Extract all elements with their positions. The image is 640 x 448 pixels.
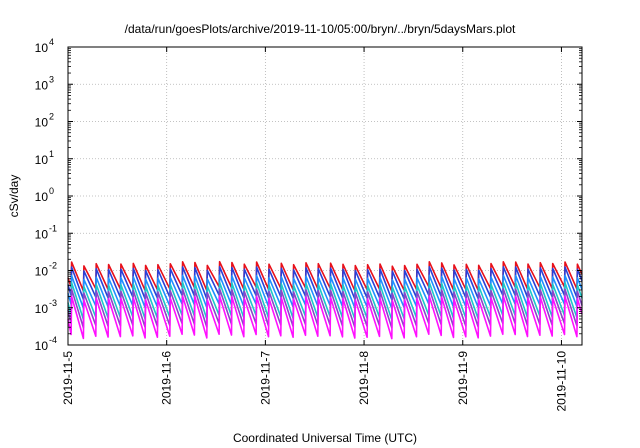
y-tick-label: 10 bbox=[35, 339, 49, 353]
y-tick-exponent: 3 bbox=[49, 74, 54, 84]
y-tick-label: 10 bbox=[35, 78, 49, 92]
y-tick-exponent: -2 bbox=[49, 261, 57, 271]
series-line-2 bbox=[67, 265, 583, 301]
series-line-5 bbox=[67, 288, 583, 329]
y-tick-exponent: 2 bbox=[49, 112, 54, 122]
x-axis-label: Coordinated Universal Time (UTC) bbox=[232, 431, 418, 445]
x-tick-label: 2019-11-9 bbox=[456, 351, 470, 405]
y-tick-exponent: -4 bbox=[49, 335, 57, 345]
x-tick-label: 2019-11-7 bbox=[258, 351, 272, 405]
y-tick-label: 10 bbox=[35, 41, 49, 55]
x-tick-label: 2019-11-10 bbox=[554, 351, 568, 412]
series-line-6 bbox=[67, 295, 583, 340]
y-tick-label: 10 bbox=[35, 302, 49, 316]
series-line-1 bbox=[67, 260, 583, 293]
y-tick-exponent: 1 bbox=[49, 149, 54, 159]
y-tick-exponent: 0 bbox=[49, 186, 54, 196]
y-tick-label: 10 bbox=[35, 190, 49, 204]
x-tick-label: 2019-11-6 bbox=[160, 351, 174, 405]
y-tick-exponent: -3 bbox=[49, 298, 57, 308]
y-tick-label: 10 bbox=[35, 227, 49, 241]
y-tick-label: 10 bbox=[35, 265, 49, 279]
y-axis-label: cSv/day bbox=[7, 174, 21, 218]
series-group bbox=[67, 260, 583, 340]
y-tick-exponent: -1 bbox=[49, 223, 57, 233]
y-tick-label: 10 bbox=[35, 153, 49, 167]
x-tick-label: 2019-11-5 bbox=[61, 351, 75, 405]
series-line-4 bbox=[67, 281, 583, 321]
chart-title: /data/run/goesPlots/archive/2019-11-10/0… bbox=[124, 22, 516, 36]
y-tick-label: 10 bbox=[35, 116, 49, 130]
y-tick-exponent: 4 bbox=[49, 37, 54, 47]
series-line-3 bbox=[67, 274, 583, 310]
x-tick-label: 2019-11-8 bbox=[357, 351, 371, 405]
